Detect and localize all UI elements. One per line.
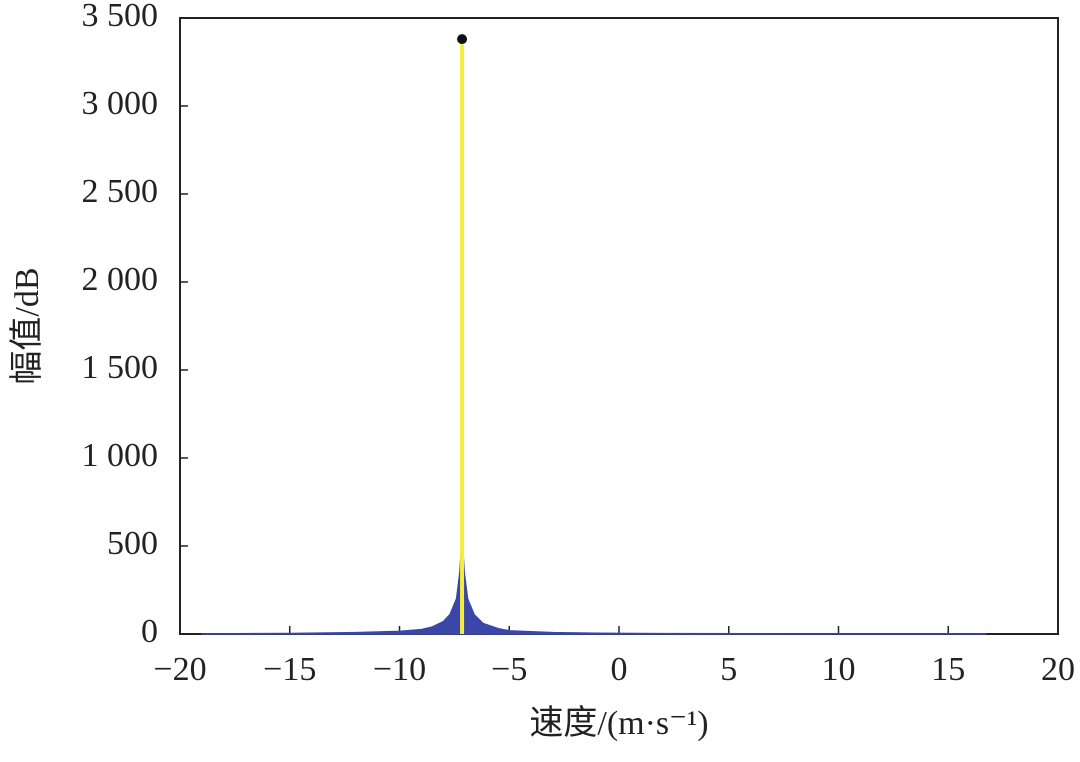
y-tick-label: 1 500 xyxy=(82,349,159,386)
x-tick-label: −10 xyxy=(373,651,426,688)
y-tick-label: 2 000 xyxy=(82,261,159,298)
y-tick-label: 3 500 xyxy=(82,0,159,34)
y-axis-label: 幅值/dB xyxy=(8,267,46,384)
plot-frame xyxy=(179,17,1059,635)
y-tick-label: 0 xyxy=(141,613,158,650)
y-tick-label: 500 xyxy=(107,525,158,562)
x-tick-label: 5 xyxy=(720,651,737,688)
x-tick-label: 0 xyxy=(611,651,628,688)
x-tick-label: −15 xyxy=(263,651,316,688)
x-tick-label: −20 xyxy=(153,651,206,688)
x-tick-label: 15 xyxy=(931,651,965,688)
x-tick-label: 10 xyxy=(822,651,856,688)
y-tick-label: 3 000 xyxy=(82,85,159,122)
x-tick-label: −5 xyxy=(491,651,527,688)
y-tick-label: 1 000 xyxy=(82,437,159,474)
x-tick-label: 20 xyxy=(1041,651,1075,688)
spectrum-area xyxy=(201,537,987,635)
peak-marker xyxy=(457,34,468,45)
x-axis-label: 速度/(m·s⁻¹) xyxy=(529,704,708,742)
y-tick-label: 2 500 xyxy=(82,173,159,210)
